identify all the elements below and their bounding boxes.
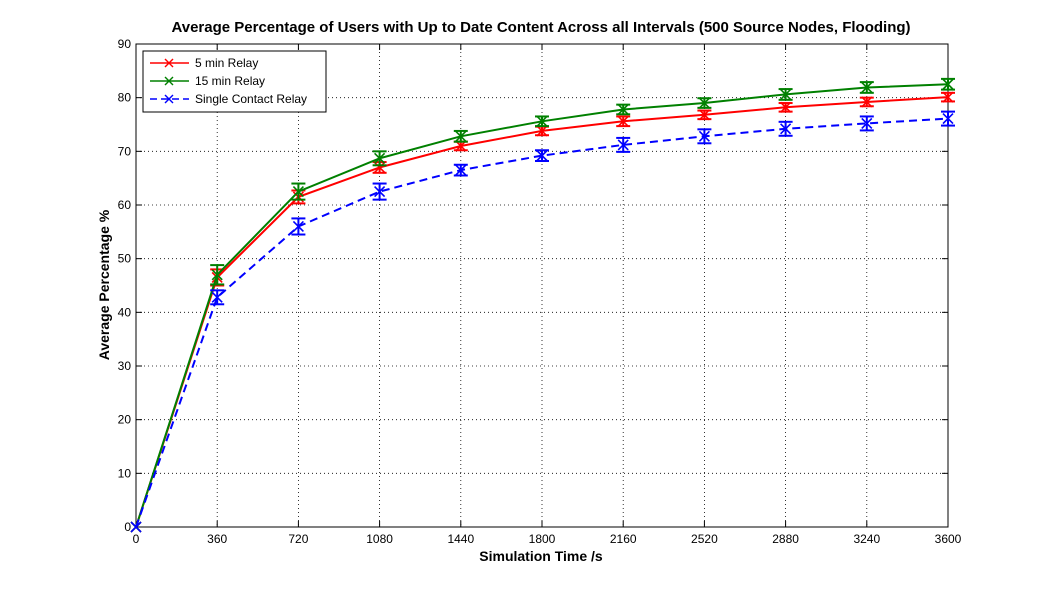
y-tick-label: 60	[118, 198, 132, 212]
data-point-marker	[698, 130, 710, 142]
legend-label: 5 min Relay	[195, 56, 258, 70]
data-point-marker	[942, 78, 954, 90]
data-point-marker	[780, 101, 792, 113]
marker-stroke	[617, 139, 629, 151]
x-tick-label: 2880	[772, 532, 799, 546]
marker-stroke	[861, 81, 873, 94]
data-point-marker	[211, 291, 223, 303]
x-tick-label: 720	[288, 532, 308, 546]
marker-stroke	[698, 130, 710, 142]
legend: 5 min Relay 15 min Relay Single Contact Re…	[142, 50, 327, 113]
x-tick-label: 0	[133, 532, 140, 546]
marker-stroke	[536, 125, 548, 137]
data-point-marker	[211, 269, 223, 281]
x-tick-label: 3600	[935, 532, 962, 546]
data-point-marker	[455, 130, 467, 142]
marker-stroke	[536, 115, 548, 127]
marker-stroke	[861, 117, 873, 129]
data-point-marker	[861, 81, 873, 94]
x-tick-label: 1800	[529, 532, 556, 546]
marker-stroke	[942, 113, 954, 125]
y-tick-label: 70	[118, 144, 132, 158]
marker-stroke	[780, 123, 792, 135]
x-tick-label: 1080	[366, 532, 393, 546]
x-tick-label: 2160	[610, 532, 637, 546]
data-point-marker	[455, 164, 467, 176]
legend-marker	[164, 76, 174, 86]
y-axis-label: Average Percentage %	[96, 209, 112, 360]
data-point-marker	[374, 152, 386, 164]
y-tick-label: 10	[118, 466, 132, 480]
data-point-marker	[861, 117, 873, 129]
plot-area: 0 360 720 1080 1440 1800 2160 2520 2880 3240 36000…	[118, 37, 962, 546]
x-tick-label: 3240	[853, 532, 880, 546]
marker-stroke	[130, 521, 142, 533]
y-tick-label: 30	[118, 359, 132, 373]
x-tick-label: 360	[207, 532, 227, 546]
marker-stroke	[617, 115, 629, 127]
marker-stroke	[536, 150, 548, 162]
marker-stroke	[455, 164, 467, 176]
x-axis-label: Simulation Time /s	[479, 548, 603, 564]
marker-stroke	[617, 103, 629, 116]
marker-stroke	[861, 96, 873, 108]
marker-stroke	[374, 186, 386, 198]
x-tick-label: 2520	[691, 532, 718, 546]
legend-marker	[164, 58, 174, 68]
legend-entry: Single Contact Relay	[150, 92, 307, 106]
data-point-marker	[374, 161, 386, 173]
marker-stroke	[698, 109, 710, 121]
marker-stroke	[292, 220, 304, 233]
data-point-marker	[536, 125, 548, 137]
data-point-marker	[861, 96, 873, 108]
marker-stroke	[374, 152, 386, 164]
y-tick-label: 0	[124, 520, 131, 534]
marker-stroke	[780, 101, 792, 113]
marker-stroke	[455, 130, 467, 142]
legend-label: Single Contact Relay	[195, 92, 307, 106]
legend-label: 15 min Relay	[195, 74, 265, 88]
chart-title: Average Percentage of Users with Up to D…	[171, 19, 910, 36]
data-point-marker	[617, 139, 629, 151]
data-point-marker	[617, 115, 629, 127]
x-tick-label: 1440	[447, 532, 474, 546]
data-point-marker	[536, 115, 548, 127]
data-point-marker	[942, 113, 954, 125]
legend-marker	[164, 94, 174, 104]
y-tick-label: 90	[118, 37, 132, 51]
data-point-marker	[942, 91, 954, 103]
y-tick-label: 50	[118, 252, 132, 266]
marker-stroke	[780, 88, 792, 101]
marker-stroke	[211, 269, 223, 281]
data-point-marker	[617, 103, 629, 116]
marker-stroke	[942, 91, 954, 103]
marker-stroke	[698, 97, 710, 109]
legend-entry: 15 min Relay	[150, 74, 265, 88]
series-line	[135, 117, 949, 528]
data-point-marker	[780, 123, 792, 135]
y-tick-label: 40	[118, 305, 132, 319]
y-tick-label: 80	[118, 91, 132, 105]
marker-stroke	[374, 161, 386, 173]
data-point-marker	[292, 220, 304, 233]
data-point-marker	[536, 150, 548, 162]
series-2	[130, 110, 955, 533]
data-point-marker	[698, 109, 710, 121]
series-1	[130, 77, 955, 533]
data-point-marker	[698, 97, 710, 109]
data-point-marker	[130, 521, 142, 533]
marker-stroke	[942, 78, 954, 90]
marker-stroke	[292, 186, 304, 198]
data-point-marker	[292, 186, 304, 198]
y-tick-label: 20	[118, 413, 132, 427]
legend-entry: 5 min Relay	[150, 56, 258, 70]
data-point-marker	[374, 186, 386, 198]
data-point-marker	[780, 88, 792, 101]
marker-stroke	[211, 291, 223, 303]
